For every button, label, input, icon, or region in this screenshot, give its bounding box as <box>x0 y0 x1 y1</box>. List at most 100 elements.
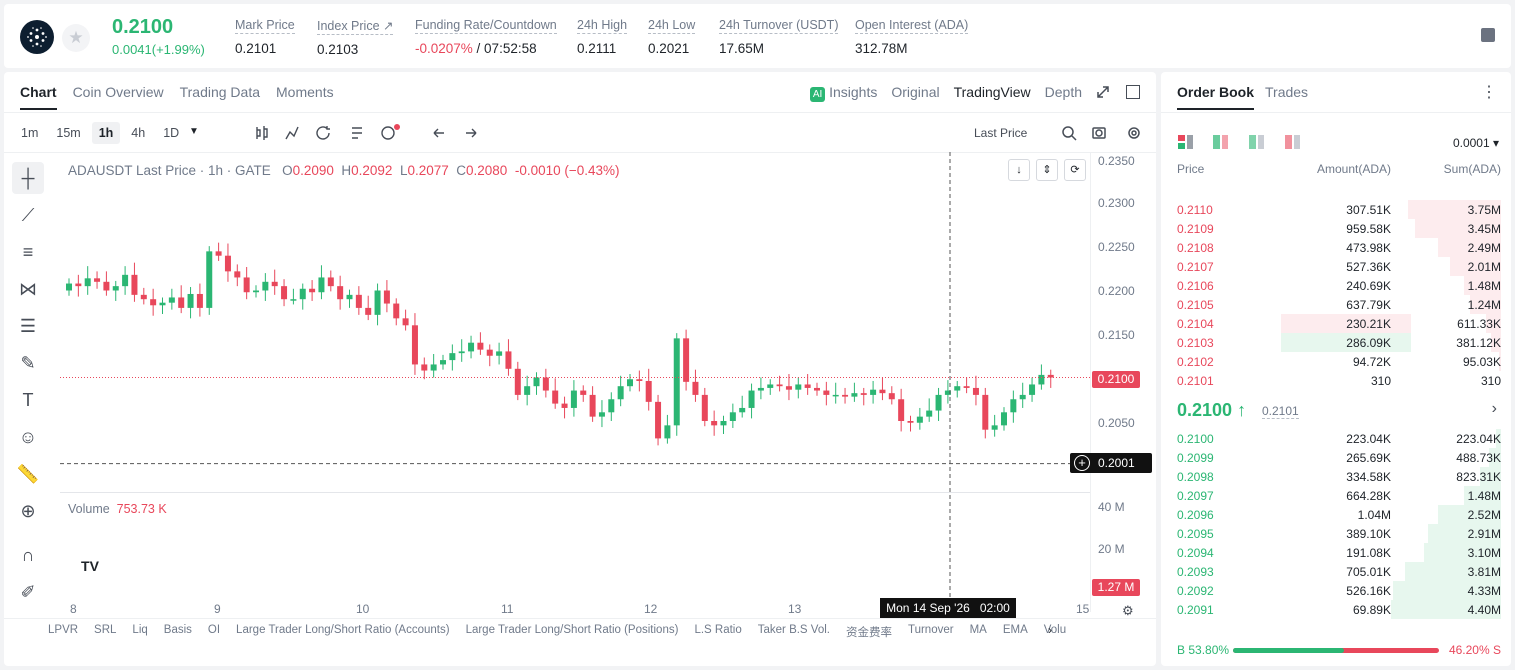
view-tab-insights[interactable]: AI Insights <box>810 84 877 102</box>
refresh-icon[interactable]: ⟳ <box>1064 159 1086 181</box>
stat-label: Open Interest (ADA) <box>855 18 969 34</box>
settings-gear-icon[interactable]: ⚙ <box>1122 603 1134 618</box>
row-sum: 2.91M <box>1467 527 1501 541</box>
timeframe-4h[interactable]: 4h <box>131 126 146 140</box>
depth-bar <box>1491 333 1501 352</box>
indicator-10[interactable]: Turnover <box>907 624 954 636</box>
ask-row[interactable]: 0.2104 230.21K 611.33K <box>1161 314 1511 333</box>
view-tab-depth[interactable]: Depth <box>1044 84 1082 100</box>
more-options-icon[interactable]: ⋮ <box>1481 84 1497 101</box>
bid-row[interactable]: 0.2096 1.04M 2.52M <box>1161 505 1511 524</box>
view-tab-original[interactable]: Original <box>891 84 940 100</box>
open-value: 0.2090 <box>292 163 334 178</box>
timeframe-15m[interactable]: 15m <box>56 126 81 140</box>
bid-row[interactable]: 0.2099 265.69K 488.73K <box>1161 448 1511 467</box>
timeframe-1D[interactable]: 1D <box>163 126 180 140</box>
brush-icon[interactable]: ✎ <box>20 352 36 373</box>
precision-select[interactable]: 0.0001 ▾ <box>1452 136 1499 150</box>
candle-body <box>814 387 820 391</box>
candle-body <box>636 379 643 381</box>
expand-icon[interactable] <box>1096 85 1110 99</box>
ask-row[interactable]: 0.2109 959.58K 3.45M <box>1161 219 1511 238</box>
indicator-1[interactable]: SRL <box>94 624 117 636</box>
chart-legend-controls[interactable]: ↓ ⇕ ⟳ <box>1008 159 1086 181</box>
tab-moments[interactable]: Moments <box>276 84 334 100</box>
indicator-12[interactable]: EMA <box>1002 624 1028 636</box>
candle-body <box>1038 374 1045 385</box>
indicator-3[interactable]: Basis <box>163 624 192 636</box>
row-price: 0.2109 <box>1177 222 1214 236</box>
stat-value: 0.2021 <box>648 41 690 56</box>
tab-coin-overview[interactable]: Coin Overview <box>72 84 164 100</box>
bid-row[interactable]: 0.2091 69.89K 4.40M <box>1161 600 1511 619</box>
zoom-icon[interactable]: ⊕ <box>20 500 36 521</box>
view-tab-tradingview[interactable]: TradingView <box>953 84 1031 100</box>
depth-bar <box>1463 276 1501 295</box>
row-sum: 310 <box>1480 374 1501 388</box>
ask-row[interactable]: 0.2106 240.69K 1.48M <box>1161 276 1511 295</box>
indicator-4[interactable]: OI <box>207 624 221 636</box>
indicator-6[interactable]: Large Trader Long/Short Ratio (Positions… <box>465 624 679 636</box>
fib-icon[interactable]: ☰ <box>19 315 37 336</box>
candle-body <box>851 393 858 397</box>
bid-row[interactable]: 0.2093 705.01K 3.81M <box>1161 562 1511 581</box>
book-view-toggle-icons[interactable] <box>1177 134 1327 150</box>
bid-row[interactable]: 0.2097 664.28K 1.48M <box>1161 486 1511 505</box>
trendline-icon[interactable]: ⟋ <box>21 204 35 225</box>
bid-row[interactable]: 0.2095 389.10K 2.91M <box>1161 524 1511 543</box>
ask-row[interactable]: 0.2103 286.09K 381.12K <box>1161 333 1511 352</box>
ask-row[interactable]: 0.2107 527.36K 2.01M <box>1161 257 1511 276</box>
chevron-right-icon[interactable]: › <box>1048 623 1052 637</box>
bid-row[interactable]: 0.2092 526.16K 4.33M <box>1161 581 1511 600</box>
indicator-13[interactable]: Volu <box>1043 624 1067 636</box>
indicator-0[interactable]: LPVR <box>48 624 79 636</box>
favorite-star-icon[interactable]: ★ <box>62 24 90 52</box>
timeframe-1m[interactable]: 1m <box>21 126 39 140</box>
pattern-icon[interactable]: ⋈ <box>19 278 37 299</box>
indicator-8[interactable]: Taker B.S Vol. <box>757 624 830 636</box>
row-amount: 240.69K <box>1346 279 1391 293</box>
row-sum: 1.48M <box>1467 279 1501 293</box>
collapse-icon[interactable]: ⇕ <box>1036 159 1058 181</box>
candle-body <box>823 390 830 395</box>
chart-toolbar-icons[interactable] <box>254 124 634 142</box>
arrow-down-icon[interactable]: ↓ <box>1008 159 1030 181</box>
tab-trades[interactable]: Trades <box>1265 84 1309 100</box>
tab-trading-data[interactable]: Trading Data <box>179 84 261 100</box>
chart-actions-icons[interactable] <box>1062 125 1147 141</box>
stat-mark-price: Mark Price 0.2101 <box>235 18 295 56</box>
indicator-7[interactable]: L.S Ratio <box>694 624 742 636</box>
timeframe-dropdown-icon[interactable]: ▼ <box>189 126 199 137</box>
book-icon[interactable] <box>1481 28 1495 42</box>
emoji-icon[interactable]: ☺ <box>18 426 38 447</box>
ask-row[interactable]: 0.2102 94.72K 95.03K <box>1161 352 1511 371</box>
timeframe-1h[interactable]: 1h <box>91 122 121 144</box>
candlestick-chart[interactable] <box>60 152 1090 612</box>
ask-row[interactable]: 0.2108 473.98K 2.49M <box>1161 238 1511 257</box>
bid-row[interactable]: 0.2100 223.04K 223.04K <box>1161 429 1511 448</box>
magnet-icon[interactable]: ∩ <box>21 544 35 565</box>
ask-row[interactable]: 0.2101 310 310 <box>1161 371 1511 390</box>
ruler-icon[interactable]: 📏 <box>16 463 40 484</box>
indicator-5[interactable]: Large Trader Long/Short Ratio (Accounts) <box>236 624 450 636</box>
last-price-tag: 0.2100 <box>1092 371 1140 388</box>
crosshair-price-tag: +0.2001 <box>1070 453 1152 473</box>
chevron-right-icon[interactable]: › <box>1491 400 1497 417</box>
indicator-11[interactable]: MA <box>969 624 987 636</box>
indicator-2[interactable]: Liq <box>132 624 148 636</box>
bid-row[interactable]: 0.2094 191.08K 3.10M <box>1161 543 1511 562</box>
parallel-lines-icon[interactable]: ≡ <box>22 241 34 262</box>
price-type-select[interactable]: Last Price <box>974 126 1028 140</box>
row-amount: 69.89K <box>1352 603 1391 617</box>
ask-row[interactable]: 0.2105 637.79K 1.24M <box>1161 295 1511 314</box>
pencil-icon[interactable]: ✐ <box>20 581 36 602</box>
ask-row[interactable]: 0.2110 307.51K 3.75M <box>1161 200 1511 219</box>
text-icon[interactable]: T <box>22 389 34 410</box>
indicator-9[interactable]: 资金费率 <box>845 627 892 639</box>
crosshair-icon[interactable]: ┼ <box>12 162 44 194</box>
tab-chart[interactable]: Chart <box>20 84 57 110</box>
fullscreen-icon[interactable] <box>1126 85 1140 99</box>
row-amount: 389.10K <box>1346 527 1391 541</box>
tab-order-book[interactable]: Order Book <box>1177 84 1255 110</box>
bid-row[interactable]: 0.2098 334.58K 823.31K <box>1161 467 1511 486</box>
